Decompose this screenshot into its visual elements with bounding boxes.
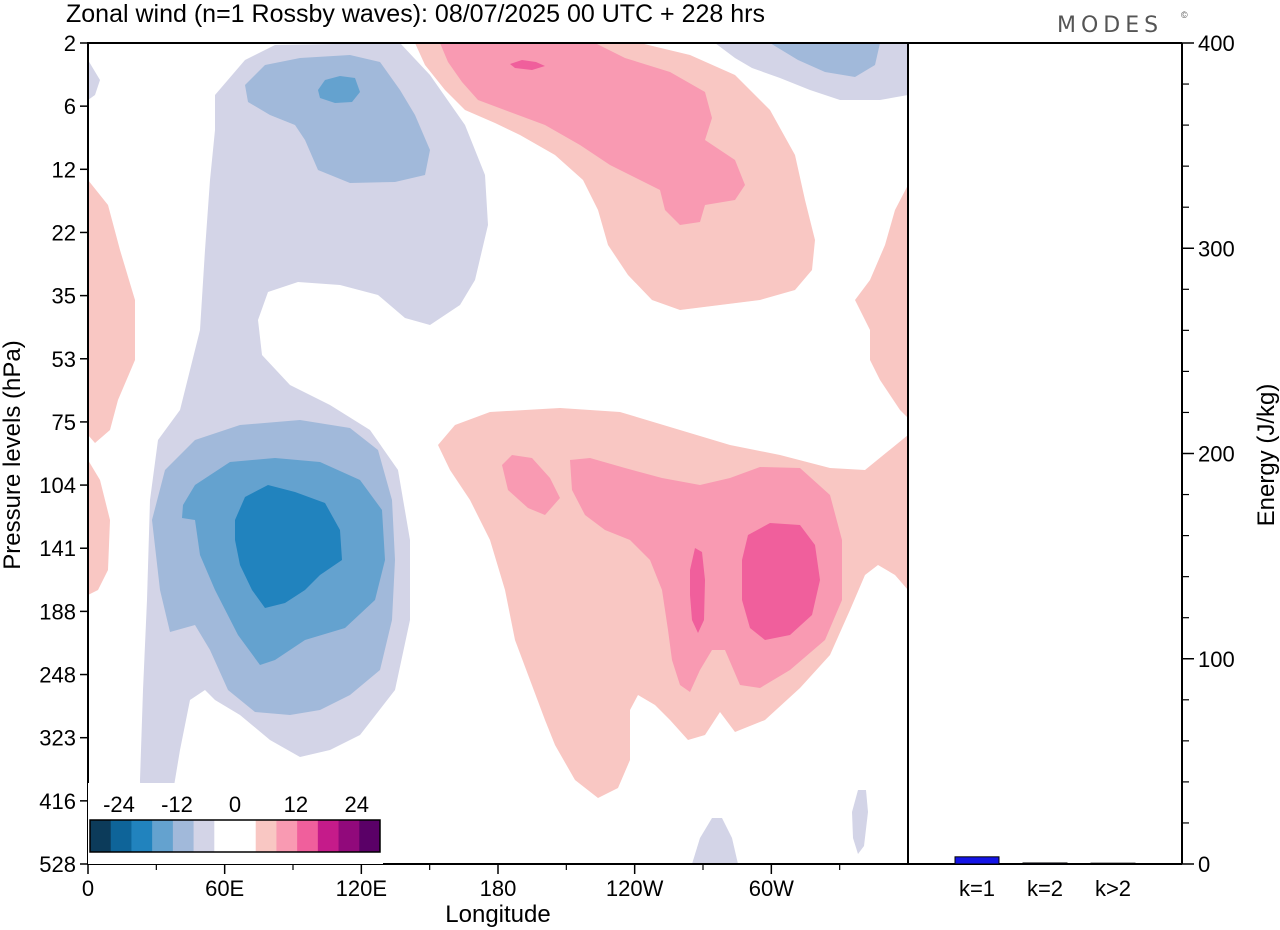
energy-tick-label: 300: [1198, 236, 1235, 261]
colorbar-tick-label: 12: [284, 792, 308, 817]
energy-tick-label: 200: [1198, 442, 1235, 467]
contour-neg-lightblue-upper: [245, 55, 430, 183]
contour-pos-pink-upper: [440, 43, 745, 225]
x-tick-label: 120E: [336, 876, 387, 901]
colorbar-swatch: [214, 820, 236, 852]
y-tick-label: 141: [39, 536, 76, 561]
colorbar-swatch: [110, 820, 132, 852]
y-tick-label: 528: [39, 852, 76, 877]
contour-pos-salmon-leftedge2: [88, 460, 110, 595]
y-tick-label: 6: [64, 94, 76, 119]
colorbar: -24 -12 0 12 24: [88, 783, 383, 864]
contour-neg-lavender-small2: [852, 790, 868, 854]
y-tick-label: 248: [39, 663, 76, 688]
contour-pos-magenta-top: [510, 60, 545, 70]
colorbar-swatch: [172, 820, 195, 852]
energy-bar-panel: k=1 k=2 k>2 0 100 200 300 400 Energy (J/kg): [908, 31, 1280, 901]
energy-bar: [1090, 862, 1136, 865]
y-tick-label: 104: [39, 473, 76, 498]
contour-pos-salmon-rightedge: [855, 185, 908, 418]
y-axis-label: Pressure levels (hPa): [0, 340, 26, 569]
colorbar-tick-label: -12: [161, 792, 193, 817]
contour-neg-medblue-upper: [318, 76, 360, 103]
colorbar-frame: [89, 819, 381, 853]
x-tick-label: 120W: [606, 876, 664, 901]
colorbar-swatch: [235, 820, 257, 852]
y-axis: 2 6 12 22 35 53 75 104 141 188 248 323 416 528: [39, 31, 88, 877]
energy-category-label: k>2: [1095, 876, 1131, 901]
y-tick-label: 188: [39, 599, 76, 624]
y-tick-label: 416: [39, 789, 76, 814]
y-tick-label: 12: [52, 157, 76, 182]
y-tick-label: 323: [39, 726, 76, 751]
x-tick-label: 0: [82, 876, 94, 901]
colorbar-swatch: [276, 820, 298, 852]
y-tick-label: 53: [52, 347, 76, 372]
contour-pos-magenta-thin: [690, 548, 705, 633]
contour-pos-magenta-core: [742, 523, 820, 640]
x-tick-label: 60W: [749, 876, 794, 901]
colorbar-swatch: [255, 820, 277, 852]
colorbar-swatch: [338, 820, 360, 852]
energy-category-label: k=1: [959, 876, 995, 901]
energy-tick-label: 0: [1198, 852, 1210, 877]
colorbar-swatch: [152, 820, 174, 852]
contour-neg-darkblue-core: [235, 485, 342, 608]
x-axis-label: Longitude: [445, 901, 550, 928]
colorbar-swatch: [131, 820, 153, 852]
energy-tick-label: 100: [1198, 647, 1235, 672]
contour-neg-lightblue-topright: [770, 43, 880, 77]
x-tick-label: 180: [480, 876, 517, 901]
chart-title: Zonal wind (n=1 Rossby waves): 08/07/202…: [66, 0, 765, 28]
colorbar-swatch: [90, 820, 112, 852]
contour-neg-lavender-small1: [692, 818, 738, 864]
copyright-mark: ©: [1181, 10, 1188, 20]
energy-tick-label: 400: [1198, 31, 1235, 56]
colorbar-tick-label: 24: [345, 792, 369, 817]
energy-axis-label: Energy (J/kg): [1253, 384, 1280, 527]
x-tick-label: 60E: [205, 876, 244, 901]
colorbar-tick-label: 0: [229, 792, 241, 817]
colorbar-swatch: [297, 820, 319, 852]
contour-pos-salmon-leftedge: [88, 180, 135, 443]
y-tick-label: 2: [64, 31, 76, 56]
colorbar-tick-label: -24: [103, 792, 135, 817]
y-tick-label: 75: [52, 410, 76, 435]
energy-category-label: k=2: [1027, 876, 1063, 901]
energy-bar: [954, 856, 1000, 865]
colorbar-swatch: [359, 820, 381, 852]
colorbar-swatch: [193, 820, 215, 852]
contour-plot-area: [88, 43, 908, 864]
x-axis: 0 60E 120E 180 120W 60W: [82, 864, 841, 901]
y-tick-label: 22: [52, 220, 76, 245]
y-tick-label: 35: [52, 284, 76, 309]
colorbar-swatch: [317, 820, 340, 852]
modes-logo: MODES: [1057, 13, 1163, 38]
energy-bar: [1022, 862, 1068, 865]
